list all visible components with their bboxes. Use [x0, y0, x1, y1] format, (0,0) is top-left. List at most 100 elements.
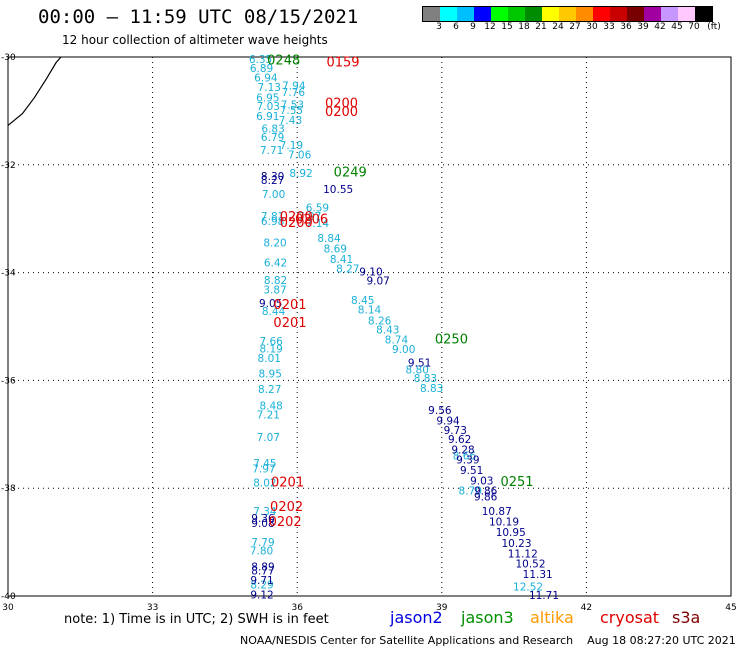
- wave-height-value: 7.13: [258, 82, 281, 94]
- credit-line: NOAA/NESDIS Center for Satellite Applica…: [240, 634, 736, 647]
- wave-height-value: 8.19: [259, 344, 282, 356]
- color-swatch: [661, 7, 678, 21]
- wave-height-value: 8.27: [261, 175, 284, 187]
- wave-height-value: 10.95: [496, 527, 526, 539]
- color-scale-label: 21: [535, 22, 547, 32]
- wave-height-value: 10.19: [489, 517, 519, 529]
- pass-time-label: 0201: [271, 476, 304, 491]
- wave-height-value: 9.94: [436, 415, 460, 427]
- pass-time-label: 0201: [273, 316, 306, 331]
- wave-height-value: 8.70: [459, 485, 482, 497]
- color-scale-label: 3: [436, 22, 442, 32]
- wave-height-value: 7.06: [288, 150, 312, 162]
- wave-height-value: 7.53: [281, 99, 304, 111]
- wave-height-value: 8.92: [289, 168, 312, 180]
- wave-height-value: 7.80: [250, 546, 273, 558]
- wave-height-value: 7.34: [253, 506, 277, 518]
- pass-time-label: 0202: [270, 500, 303, 515]
- wave-height-value: 3.87: [263, 284, 286, 296]
- color-swatch: [423, 7, 440, 21]
- pass-time-label: 0200: [325, 105, 358, 120]
- color-scale-label: 18: [518, 22, 530, 32]
- color-scale-label: 24: [552, 22, 564, 32]
- wave-height-value: 7.81: [261, 211, 284, 223]
- wave-height-value: 7.79: [251, 537, 274, 549]
- pass-time-label: 0200: [325, 96, 358, 111]
- wave-height-value: 9.12: [250, 589, 273, 601]
- wave-height-value: 6.95: [256, 92, 279, 104]
- pass-time-label: 0250: [435, 332, 468, 347]
- wave-height-value: 12.52: [513, 581, 543, 593]
- wave-height-value: 7.43: [279, 115, 302, 127]
- satellite-legend-cryosat: cryosat: [600, 608, 660, 627]
- color-scale-label: 45: [671, 22, 683, 32]
- color-scale-label: 15: [501, 22, 513, 32]
- color-scale-label: 12: [484, 22, 496, 32]
- lat-tick-label: -30: [1, 53, 16, 63]
- wave-height-value: 8.74: [385, 334, 409, 346]
- wave-height-value: 8.14: [358, 304, 382, 316]
- pass-time-label: 0200: [280, 216, 313, 231]
- wave-height-value: 9.73: [444, 425, 467, 437]
- wave-height-value: 9.56: [428, 405, 452, 417]
- satellite-legend-altika: altika: [530, 608, 574, 627]
- pass-time-label: 0248: [267, 54, 300, 69]
- wave-height-value: 7.07: [257, 432, 280, 444]
- color-scale-label: 70: [688, 22, 700, 32]
- footnote: note: 1) Time is in UTC; 2) SWH is in fe…: [64, 612, 329, 627]
- pass-time-label: 0202: [269, 515, 302, 530]
- wave-height-value: 8.80: [406, 365, 429, 377]
- wave-height-value: 9.86: [474, 491, 498, 503]
- color-scale-label: 9: [470, 22, 476, 32]
- color-swatch: [559, 7, 576, 21]
- color-scale-label: 42: [654, 22, 666, 32]
- wave-height-value: 6.42: [264, 257, 287, 269]
- map-frame: [7, 56, 732, 597]
- satellite-legend-jason2: jason2: [390, 608, 443, 627]
- wave-height-value: 11.12: [508, 548, 538, 560]
- color-swatch: [644, 7, 661, 21]
- color-swatch: [610, 7, 627, 21]
- wave-height-value: 6.59: [306, 202, 329, 214]
- pass-time-label: 0159: [326, 55, 359, 70]
- lon-tick-label: 33: [147, 603, 158, 613]
- wave-height-value: 7.76: [282, 87, 306, 99]
- wave-height-value: 8.44: [262, 306, 286, 318]
- lon-tick-label: 36: [291, 603, 303, 613]
- wave-height-value: 7.03: [257, 101, 280, 113]
- wave-height-value: 9.00: [392, 344, 415, 356]
- wave-height-value: 9.36: [251, 513, 275, 525]
- wave-height-value: 8.83: [420, 383, 443, 395]
- pass-time-label: 0206: [295, 213, 328, 228]
- color-scale-label: 33: [603, 22, 615, 32]
- pass-time-label: 0249: [334, 165, 367, 180]
- wave-height-value: 8.69: [324, 243, 347, 255]
- wave-height-value: 9.86: [474, 485, 498, 497]
- wave-height-value: 11.71: [529, 590, 559, 602]
- wave-height-value: 8.41: [330, 254, 353, 266]
- lon-tick-label: 42: [581, 603, 592, 613]
- color-swatch: [678, 7, 695, 21]
- wave-height-value: 9.62: [448, 434, 471, 446]
- wave-height-value: 7.94: [282, 81, 306, 93]
- coastline: [7, 56, 62, 126]
- wave-height-value: 8.27: [258, 384, 281, 396]
- wave-height-value: 8.89: [251, 561, 274, 573]
- color-swatch: [627, 7, 644, 21]
- wave-height-value: 9.39: [456, 455, 479, 467]
- wave-height-value: 6.89: [250, 63, 273, 75]
- color-scale-label: 6: [453, 22, 459, 32]
- color-swatch: [508, 7, 525, 21]
- wave-height-value: 7.71: [260, 145, 283, 157]
- color-swatch: [474, 7, 491, 21]
- pass-time-label: 0200: [280, 210, 313, 225]
- wave-height-value: 8.48: [259, 401, 282, 413]
- color-scale-label: 36: [620, 22, 632, 32]
- wave-height-value: 6.83: [261, 124, 284, 136]
- wave-height-value: 9.71: [250, 575, 273, 587]
- satellite-legend-jason3: jason3: [461, 608, 514, 627]
- wave-height-value: 8.27: [336, 263, 359, 275]
- lat-tick-label: -38: [1, 484, 16, 494]
